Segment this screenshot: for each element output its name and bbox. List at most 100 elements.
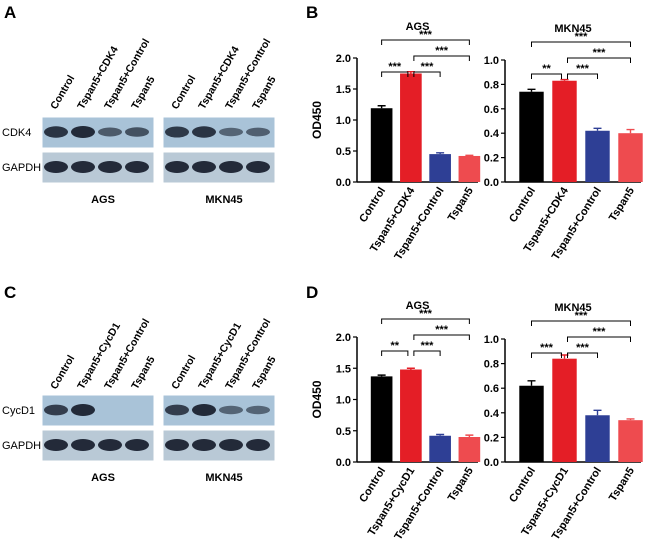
y-axis-title: OD450 <box>310 101 324 139</box>
chart-title: MKN45 <box>554 302 591 314</box>
error-bar <box>527 88 536 92</box>
blot-band <box>98 439 122 451</box>
lane-label: Control <box>169 73 198 111</box>
significance-label: *** <box>388 61 402 73</box>
significance-label: ** <box>390 340 399 352</box>
chart-title: AGS <box>406 300 430 312</box>
bar <box>552 358 577 462</box>
y-tick-label: 2.0 <box>336 332 351 344</box>
lane-label: Control <box>48 73 77 111</box>
y-tick-label: 0.5 <box>336 426 351 438</box>
y-tick-label: 1.0 <box>484 55 499 67</box>
blot-row-label: GAPDH <box>2 440 41 452</box>
y-tick-label: 0.4 <box>484 128 500 140</box>
significance-bracket <box>567 336 631 342</box>
significance-bracket <box>567 352 598 358</box>
error-bar <box>436 152 445 155</box>
panel-label: B <box>306 3 318 22</box>
blot-band <box>192 126 216 138</box>
significance-bracket <box>413 55 470 61</box>
blot-band <box>125 161 149 173</box>
chart-title: MKN45 <box>554 23 591 35</box>
blot-row-label: GAPDH <box>2 162 41 174</box>
blot-band <box>98 161 122 173</box>
y-tick-label: 0.6 <box>484 383 499 395</box>
error-bar <box>593 409 602 416</box>
bar <box>458 437 481 462</box>
blot-band <box>192 161 216 173</box>
panel-label: C <box>4 283 16 302</box>
significance-bracket <box>381 318 470 324</box>
error-bar <box>527 380 536 386</box>
y-tick-label: 2.0 <box>336 53 351 65</box>
y-tick-label: 1.5 <box>336 363 351 375</box>
blot-band <box>165 404 189 416</box>
significance-bracket <box>567 57 631 63</box>
x-tick-label: Tspan5 <box>446 185 476 223</box>
blot-band <box>71 161 95 173</box>
x-tick-label: Tspan5 <box>446 465 476 503</box>
significance-label: *** <box>435 45 449 57</box>
x-tick-label: Tspan5 <box>607 465 637 503</box>
significance-bracket <box>531 41 631 47</box>
y-tick-label: 1.0 <box>336 115 351 127</box>
significance-bracket <box>531 73 562 79</box>
cell-line-label: AGS <box>91 472 115 484</box>
blot-band <box>219 405 243 415</box>
panel-label: D <box>306 283 318 302</box>
significance-bracket <box>531 320 631 326</box>
x-tick-label: Control <box>357 185 388 225</box>
lane-label: Tspan5 <box>129 354 157 391</box>
blot-row-label: CycD1 <box>2 405 35 417</box>
blot-band <box>71 404 95 416</box>
blot-band <box>125 439 149 451</box>
y-tick-label: 0.2 <box>484 153 499 165</box>
significance-label: ** <box>542 63 551 75</box>
y-tick-label: 1.0 <box>336 395 351 407</box>
x-tick-label: Tspan5 <box>607 185 637 223</box>
blot-band <box>44 161 68 173</box>
significance-bracket <box>567 73 598 79</box>
significance-bracket <box>381 39 470 45</box>
bar <box>370 108 393 182</box>
blot-band <box>125 127 149 137</box>
blot-band <box>192 439 216 451</box>
bar <box>519 385 544 462</box>
bar <box>618 420 643 462</box>
y-tick-label: 0.0 <box>336 457 351 469</box>
significance-label: *** <box>421 61 435 73</box>
y-tick-label: 1.0 <box>484 334 499 346</box>
error-bar <box>377 374 386 377</box>
y-tick-label: 0.8 <box>484 359 499 371</box>
bar <box>370 376 393 462</box>
significance-label: *** <box>593 326 607 338</box>
bar <box>585 130 610 182</box>
blot-band <box>71 126 95 138</box>
significance-bracket <box>531 352 562 358</box>
significance-bracket <box>413 350 441 356</box>
blot-band <box>98 127 122 137</box>
significance-label: *** <box>419 308 433 320</box>
blot-band <box>246 127 270 137</box>
significance-bracket <box>413 334 470 340</box>
blot-band <box>219 439 243 451</box>
bar <box>458 155 481 182</box>
significance-label: *** <box>575 31 589 43</box>
error-bar <box>406 367 415 370</box>
significance-label: *** <box>419 29 433 41</box>
blot-band <box>71 439 95 451</box>
cell-line-label: MKN45 <box>205 472 242 484</box>
significance-label: *** <box>575 310 589 322</box>
significance-bracket <box>381 71 409 77</box>
significance-label: *** <box>593 47 607 59</box>
y-axis-title: OD450 <box>310 380 324 418</box>
blot-band <box>219 161 243 173</box>
y-tick-label: 0.2 <box>484 432 499 444</box>
x-tick-label: Control <box>357 465 388 505</box>
blot-band <box>165 439 189 451</box>
bar <box>552 80 577 182</box>
bar <box>400 369 422 462</box>
blot-band <box>246 439 270 451</box>
lane-label: Tspan5 <box>250 354 278 391</box>
blot-band <box>165 161 189 173</box>
